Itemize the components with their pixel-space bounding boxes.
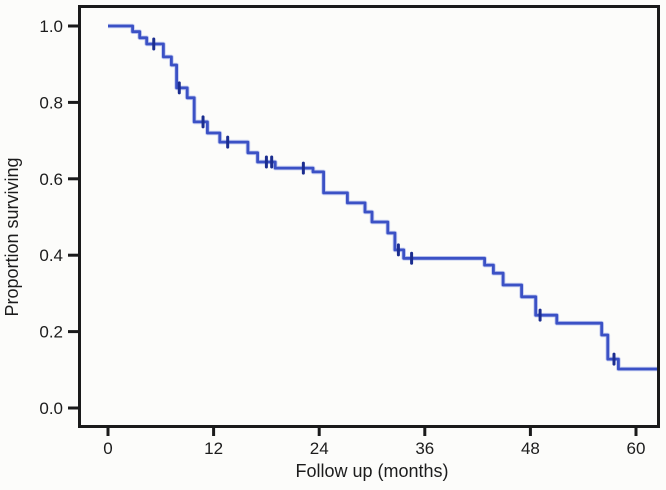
x-tick-label: 0 (103, 439, 112, 458)
x-tick-label: 48 (521, 439, 540, 458)
x-tick-label: 24 (310, 439, 329, 458)
y-tick-label: 0.8 (39, 93, 63, 112)
x-axis-label: Follow up (months) (295, 461, 448, 481)
y-tick-label: 0.2 (39, 323, 63, 342)
x-axis-ticks: 0 12 24 36 48 60 (103, 427, 645, 458)
survival-curve (108, 23, 657, 372)
censor-marks (152, 37, 616, 366)
y-tick-label: 0.0 (39, 399, 63, 418)
y-tick-label: 0.4 (39, 246, 63, 265)
survival-curve-halo (108, 23, 657, 372)
x-tick-label: 60 (627, 439, 646, 458)
x-tick-label: 12 (204, 439, 223, 458)
x-tick-label: 36 (415, 439, 434, 458)
y-tick-label: 1.0 (39, 17, 63, 36)
y-axis-label: Proportion surviving (2, 157, 22, 316)
y-tick-label: 0.6 (39, 170, 63, 189)
plot-border (78, 5, 660, 428)
survival-curve-line (108, 24, 657, 371)
y-axis-ticks: 0.0 0.2 0.4 0.6 0.8 1.0 (39, 17, 78, 418)
